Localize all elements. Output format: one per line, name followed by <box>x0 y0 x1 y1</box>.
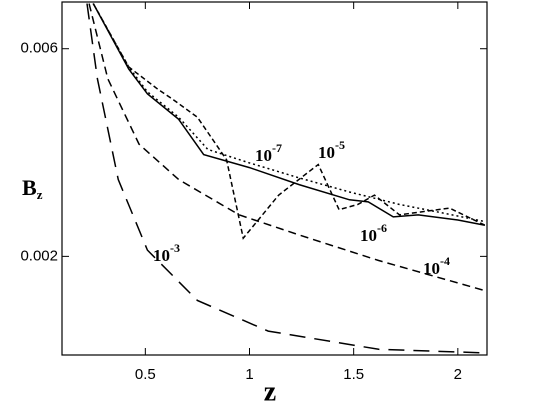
series-line <box>92 3 486 240</box>
label-base: 10 <box>360 226 377 245</box>
label-exp: -4 <box>440 254 450 268</box>
plot-frame <box>61 1 488 356</box>
label-exp: -6 <box>377 221 387 235</box>
label-base: 10 <box>318 143 335 162</box>
y-axis-label: Bz <box>22 175 43 202</box>
y-label-sub: z <box>37 187 43 202</box>
label-exp: -7 <box>272 141 282 155</box>
label-base: 10 <box>423 259 440 278</box>
series-label: 10-3 <box>153 241 180 265</box>
series-label: 10-4 <box>423 254 450 278</box>
x-axis-label: z <box>264 376 276 407</box>
label-exp: -5 <box>335 138 345 152</box>
series-label: 10-7 <box>255 141 282 165</box>
label-base: 10 <box>255 146 272 165</box>
x-tick-label: 0.5 <box>135 366 156 383</box>
series-line <box>92 3 486 223</box>
series-label: 10-5 <box>318 138 345 162</box>
series-label: 10-6 <box>360 221 387 245</box>
y-tick-label: 0.006 <box>20 40 58 57</box>
label-base: 10 <box>153 246 170 265</box>
label-exp: -3 <box>170 241 180 255</box>
series-line <box>86 3 485 354</box>
x-tick-label: 2 <box>454 366 462 383</box>
x-tick-label: 1 <box>245 366 253 383</box>
series-line <box>92 3 486 226</box>
y-label-main: B <box>22 175 37 200</box>
x-tick-label: 1.5 <box>343 366 364 383</box>
y-tick-label: 0.002 <box>20 247 58 264</box>
series-line <box>88 3 486 292</box>
